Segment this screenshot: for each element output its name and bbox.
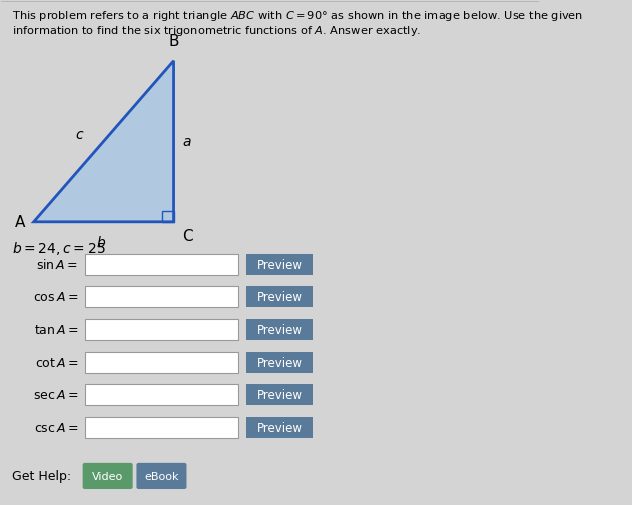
Text: $a$: $a$: [181, 135, 191, 149]
Text: $\cos A =$: $\cos A =$: [33, 291, 78, 304]
Text: Video: Video: [92, 471, 123, 481]
Text: This problem refers to a right triangle $ABC$ with $C = 90°$ as shown in the ima: This problem refers to a right triangle …: [12, 9, 583, 23]
FancyBboxPatch shape: [246, 385, 313, 406]
FancyBboxPatch shape: [85, 352, 238, 373]
FancyBboxPatch shape: [85, 385, 238, 406]
FancyBboxPatch shape: [85, 319, 238, 340]
Text: $\csc A =$: $\csc A =$: [33, 421, 78, 434]
Text: $\tan A =$: $\tan A =$: [33, 323, 78, 336]
Text: Preview: Preview: [257, 389, 303, 401]
Text: Preview: Preview: [257, 356, 303, 369]
FancyBboxPatch shape: [246, 352, 313, 373]
FancyBboxPatch shape: [246, 254, 313, 275]
Polygon shape: [33, 62, 174, 222]
Text: $\sec A =$: $\sec A =$: [33, 389, 78, 401]
FancyBboxPatch shape: [246, 417, 313, 438]
FancyBboxPatch shape: [246, 287, 313, 308]
FancyBboxPatch shape: [85, 287, 238, 308]
Text: A: A: [15, 215, 26, 230]
Text: Preview: Preview: [257, 291, 303, 304]
FancyBboxPatch shape: [246, 319, 313, 340]
Text: $c$: $c$: [75, 127, 85, 141]
FancyBboxPatch shape: [85, 417, 238, 438]
Bar: [162, 211, 174, 222]
Text: Preview: Preview: [257, 421, 303, 434]
FancyBboxPatch shape: [83, 463, 133, 489]
Text: eBook: eBook: [144, 471, 178, 481]
Text: $\cot A =$: $\cot A =$: [35, 356, 78, 369]
Text: Preview: Preview: [257, 258, 303, 271]
Text: $b = 24, c = 25$: $b = 24, c = 25$: [12, 240, 106, 257]
Text: C: C: [181, 228, 192, 243]
Text: information to find the six trigonometric functions of $A$. Answer exactly.: information to find the six trigonometri…: [12, 24, 422, 38]
FancyBboxPatch shape: [85, 254, 238, 275]
Text: $\sin A =$: $\sin A =$: [36, 258, 78, 272]
Text: Preview: Preview: [257, 323, 303, 336]
Text: $b$: $b$: [96, 235, 106, 250]
Text: Get Help:: Get Help:: [12, 470, 71, 482]
FancyBboxPatch shape: [137, 463, 186, 489]
Text: B: B: [168, 34, 179, 49]
